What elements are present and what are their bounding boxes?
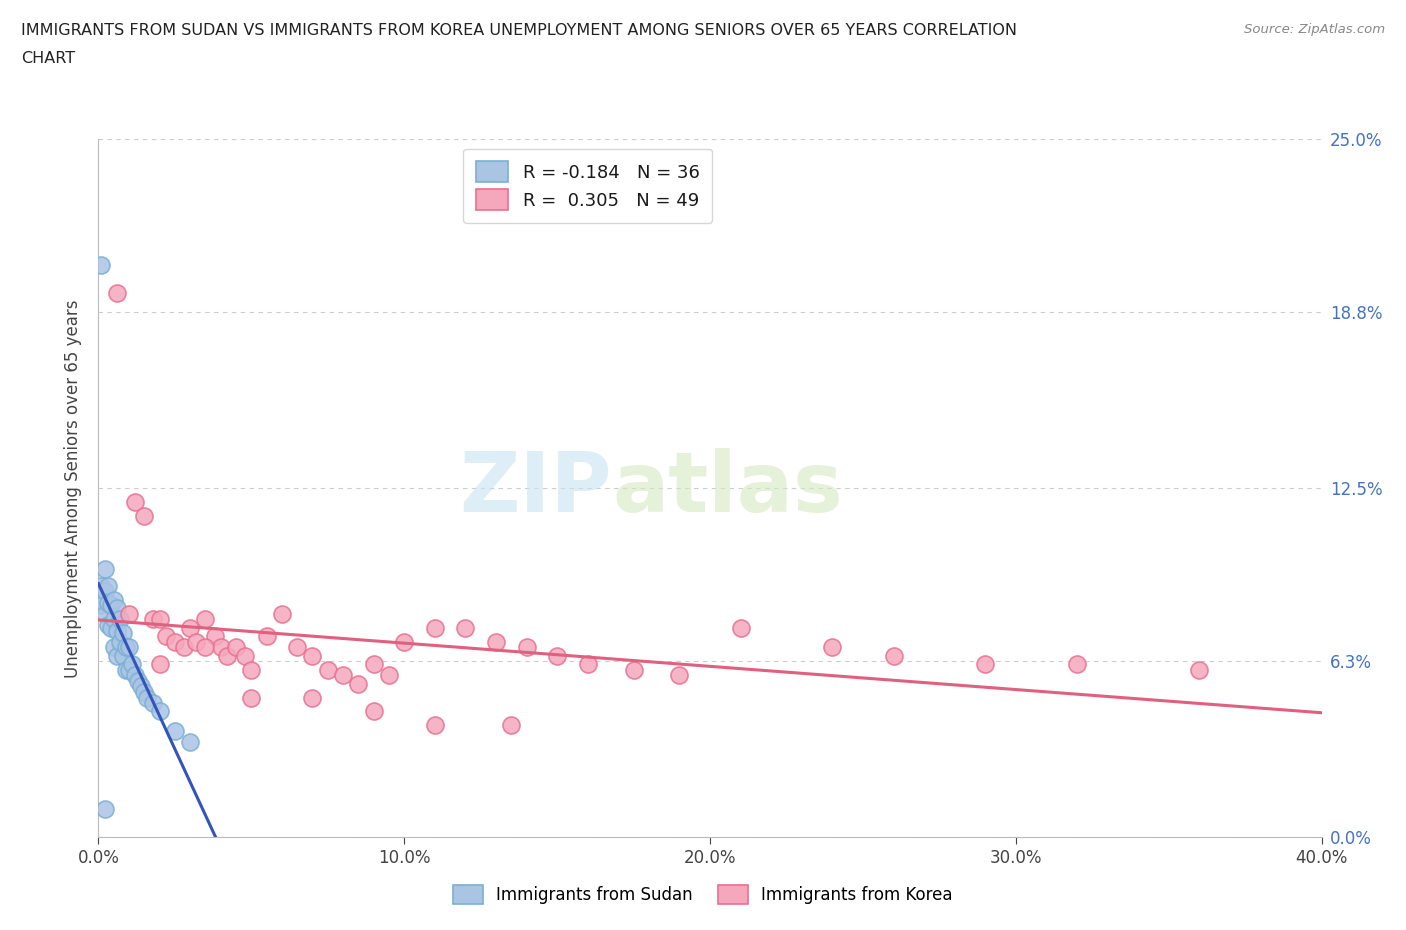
Point bbox=[163, 634, 186, 649]
Point bbox=[111, 648, 134, 663]
Point bbox=[301, 648, 323, 663]
Point bbox=[209, 640, 232, 655]
Point bbox=[332, 668, 354, 683]
Point bbox=[316, 662, 339, 677]
Point bbox=[97, 618, 120, 632]
Point bbox=[285, 640, 308, 655]
Point bbox=[105, 286, 128, 300]
Point bbox=[516, 640, 538, 655]
Point bbox=[97, 578, 120, 593]
Point bbox=[93, 802, 115, 817]
Point bbox=[115, 662, 138, 677]
Point bbox=[623, 662, 645, 677]
Point bbox=[225, 640, 247, 655]
Point bbox=[179, 620, 201, 635]
Point bbox=[270, 606, 292, 621]
Point bbox=[501, 718, 523, 733]
Legend: R = -0.184   N = 36, R =  0.305   N = 49: R = -0.184 N = 36, R = 0.305 N = 49 bbox=[463, 149, 713, 223]
Point bbox=[134, 509, 156, 524]
Text: IMMIGRANTS FROM SUDAN VS IMMIGRANTS FROM KOREA UNEMPLOYMENT AMONG SENIORS OVER 6: IMMIGRANTS FROM SUDAN VS IMMIGRANTS FROM… bbox=[21, 23, 1017, 38]
Point bbox=[233, 648, 256, 663]
Point bbox=[1188, 662, 1211, 677]
Point bbox=[163, 724, 186, 738]
Point bbox=[546, 648, 568, 663]
Point bbox=[155, 629, 177, 644]
Point bbox=[118, 606, 141, 621]
Point bbox=[90, 258, 112, 272]
Point bbox=[142, 696, 165, 711]
Point bbox=[240, 662, 263, 677]
Point bbox=[100, 620, 122, 635]
Point bbox=[363, 704, 385, 719]
Point bbox=[118, 640, 141, 655]
Point bbox=[173, 640, 195, 655]
Point bbox=[129, 679, 152, 694]
Point bbox=[363, 657, 385, 671]
Point bbox=[179, 735, 201, 750]
Point bbox=[97, 595, 120, 610]
Text: CHART: CHART bbox=[21, 51, 75, 66]
Text: ZIP: ZIP bbox=[460, 447, 612, 529]
Point bbox=[103, 592, 125, 607]
Point bbox=[103, 640, 125, 655]
Point bbox=[204, 629, 226, 644]
Point bbox=[134, 684, 156, 699]
Point bbox=[149, 704, 172, 719]
Point bbox=[485, 634, 508, 649]
Point bbox=[576, 657, 599, 671]
Point bbox=[108, 634, 131, 649]
Point bbox=[111, 626, 134, 641]
Point bbox=[423, 718, 446, 733]
Point bbox=[149, 612, 172, 627]
Point bbox=[127, 673, 149, 688]
Point bbox=[103, 612, 125, 627]
Point bbox=[105, 623, 128, 638]
Point bbox=[194, 612, 217, 627]
Y-axis label: Unemployment Among Seniors over 65 years: Unemployment Among Seniors over 65 years bbox=[65, 299, 83, 677]
Point bbox=[454, 620, 477, 635]
Point bbox=[108, 612, 131, 627]
Point bbox=[730, 620, 752, 635]
Point bbox=[378, 668, 401, 683]
Point bbox=[90, 578, 112, 593]
Point bbox=[121, 657, 143, 671]
Point bbox=[105, 648, 128, 663]
Point bbox=[149, 657, 172, 671]
Point bbox=[301, 690, 323, 705]
Point bbox=[118, 662, 141, 677]
Point bbox=[194, 640, 217, 655]
Text: atlas: atlas bbox=[612, 447, 844, 529]
Point bbox=[392, 634, 416, 649]
Point bbox=[423, 620, 446, 635]
Point bbox=[142, 612, 165, 627]
Point bbox=[105, 601, 128, 616]
Point bbox=[668, 668, 690, 683]
Point bbox=[347, 676, 370, 691]
Point bbox=[115, 640, 138, 655]
Point bbox=[240, 690, 263, 705]
Point bbox=[883, 648, 905, 663]
Point bbox=[974, 657, 997, 671]
Point bbox=[124, 495, 146, 510]
Point bbox=[215, 648, 238, 663]
Point bbox=[1066, 657, 1088, 671]
Point bbox=[186, 634, 208, 649]
Text: Source: ZipAtlas.com: Source: ZipAtlas.com bbox=[1244, 23, 1385, 36]
Point bbox=[100, 598, 122, 613]
Point bbox=[256, 629, 278, 644]
Point bbox=[93, 562, 115, 577]
Point bbox=[136, 690, 159, 705]
Point bbox=[821, 640, 844, 655]
Point bbox=[124, 668, 146, 683]
Point bbox=[93, 584, 115, 599]
Legend: Immigrants from Sudan, Immigrants from Korea: Immigrants from Sudan, Immigrants from K… bbox=[444, 876, 962, 912]
Point bbox=[90, 598, 112, 613]
Point bbox=[93, 606, 115, 621]
